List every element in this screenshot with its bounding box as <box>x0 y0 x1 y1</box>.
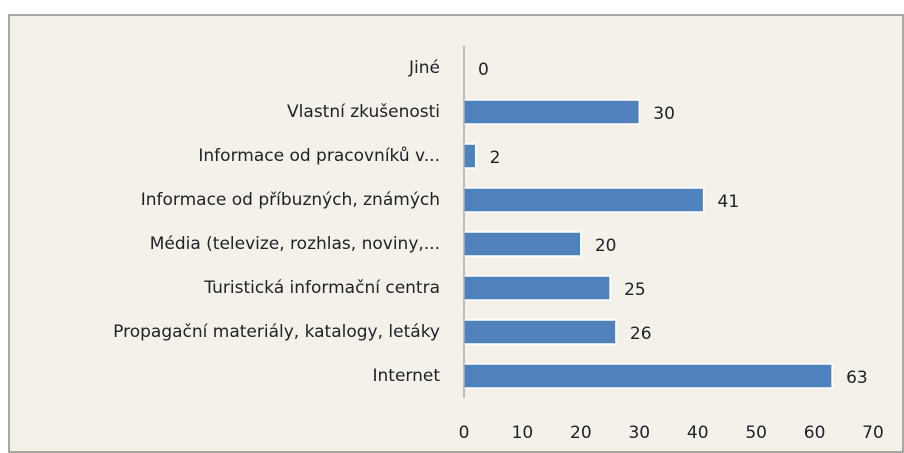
x-tick-label: 40 <box>687 423 709 443</box>
data-label: 0 <box>478 60 489 80</box>
data-label: 20 <box>595 236 617 256</box>
y-tick-label: Média (televize, rozhlas, noviny,... <box>150 234 440 254</box>
data-label: 26 <box>630 324 652 344</box>
x-tick-label: 50 <box>745 423 767 443</box>
x-tick-label: 70 <box>862 423 884 443</box>
y-tick-label: Informace od pracovníků v... <box>198 146 440 166</box>
x-tick-label: 20 <box>570 423 592 443</box>
y-tick-label: Internet <box>372 366 440 386</box>
x-tick-label: 0 <box>459 423 470 443</box>
x-tick-label: 60 <box>804 423 826 443</box>
y-tick-label: Informace od příbuzných, známých <box>141 190 440 210</box>
y-tick-label: Turistická informační centra <box>203 278 440 298</box>
data-label: 2 <box>490 148 501 168</box>
y-tick-label: Jiné <box>408 58 440 78</box>
bar <box>463 319 617 345</box>
bar <box>463 187 705 213</box>
bar <box>463 363 833 389</box>
y-tick-label: Vlastní zkušenosti <box>287 102 440 122</box>
x-tick-label: 10 <box>512 423 534 443</box>
bar <box>463 99 641 125</box>
data-label: 63 <box>846 368 868 388</box>
x-tick-label: 30 <box>628 423 650 443</box>
data-label: 41 <box>718 192 740 212</box>
bar <box>463 143 477 169</box>
data-label: 30 <box>653 104 675 124</box>
y-tick-label: Propagační materiály, katalogy, letáky <box>113 322 440 342</box>
data-label: 25 <box>624 280 646 300</box>
bar <box>463 275 611 301</box>
bar <box>463 231 582 257</box>
